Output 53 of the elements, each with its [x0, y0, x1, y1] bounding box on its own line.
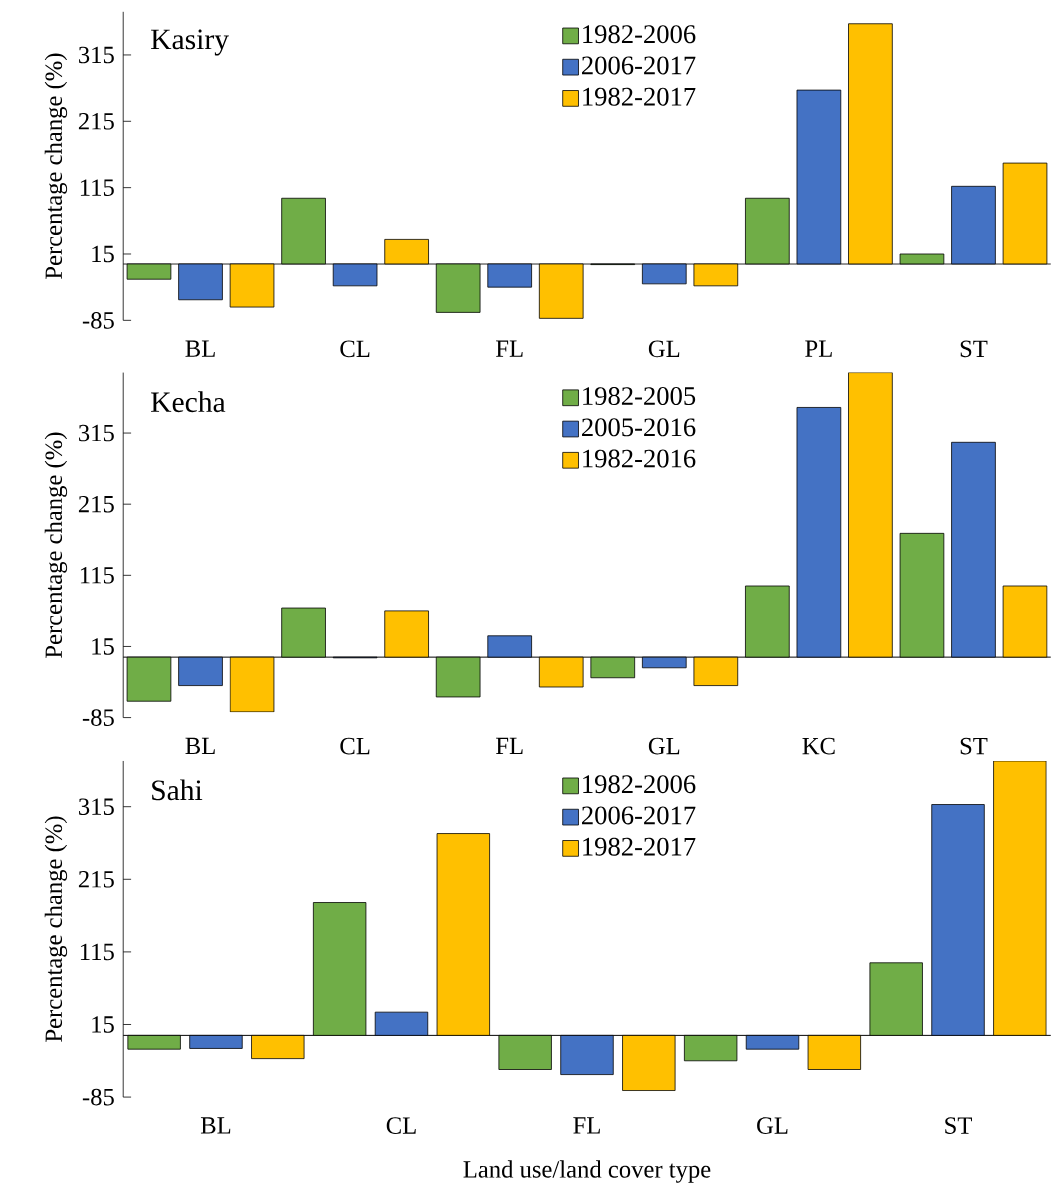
y-tick-label: 15: [92, 245, 114, 263]
y-tick-label: -85: [82, 709, 114, 726]
legend-label: 2006-2017: [581, 806, 696, 825]
x-tick-label: KC: [802, 737, 835, 755]
legend-label: 1982-2017: [583, 87, 696, 106]
x-tick-label: FL: [495, 340, 523, 357]
x-tick-label: FL: [573, 1117, 600, 1134]
legend-label: 2005-2016: [581, 418, 696, 437]
bar: [622, 1034, 676, 1091]
y-tick-label: 215: [78, 113, 114, 130]
bar: [993, 760, 1047, 1036]
chart-title: Kecha: [150, 391, 226, 413]
x-tick-label: CL: [386, 1117, 416, 1134]
x-tick-label: BL: [185, 737, 215, 755]
bar: [436, 833, 490, 1036]
y-tick-label: 115: [80, 179, 114, 196]
x-tick-label: ST: [960, 340, 988, 358]
y-tick-label: 315: [78, 798, 114, 815]
x-tick-label: GL: [648, 737, 680, 755]
y-tick-label: 115: [80, 943, 114, 961]
legend-label: 1982-2005: [583, 387, 696, 406]
y-tick-label: 315: [78, 424, 114, 442]
y-tick-label: 215: [78, 871, 114, 888]
y-tick-label: 315: [78, 46, 114, 64]
text: Kasiry: [150, 29, 229, 56]
x-tick-label: CL: [340, 737, 370, 755]
y-axis-title: Percentage change (%): [44, 432, 67, 658]
y-tick-label: 215: [78, 495, 114, 513]
chart-title: Sahi: [152, 779, 203, 801]
legend-label: 1982-2006: [583, 25, 696, 44]
x-tick-label: FL: [495, 737, 523, 754]
legend-label: 1982-2017: [583, 837, 696, 856]
y-tick-label: 15: [92, 638, 114, 655]
x-tick-label: BL: [200, 1117, 231, 1134]
bar: [251, 1034, 305, 1060]
x-tick-label: PL: [805, 340, 832, 357]
bar: [807, 1034, 861, 1070]
y-tick-label: -85: [82, 1088, 114, 1106]
legend-label: 2006-2017: [581, 56, 696, 75]
y-tick-label: -85: [82, 312, 114, 329]
legend-label: 1982-2016: [583, 449, 696, 468]
x-tick-label: GL: [648, 340, 680, 358]
y-axis-title: Percentage change (%): [44, 816, 67, 1042]
x-tick-label: BL: [185, 340, 215, 357]
y-tick-label: 115: [80, 567, 114, 584]
x-tick-label: ST: [945, 1117, 972, 1134]
y-tick-label: 15: [92, 1016, 114, 1033]
legend-label: 1982-2006: [583, 775, 696, 794]
x-tick-label: CL: [340, 340, 370, 358]
x-tick-label: GL: [756, 1117, 788, 1134]
x-axis-title: Land use/land cover type: [463, 1160, 711, 1183]
y-axis-title: Percentage change (%): [44, 53, 67, 279]
x-tick-label: ST: [960, 737, 988, 755]
